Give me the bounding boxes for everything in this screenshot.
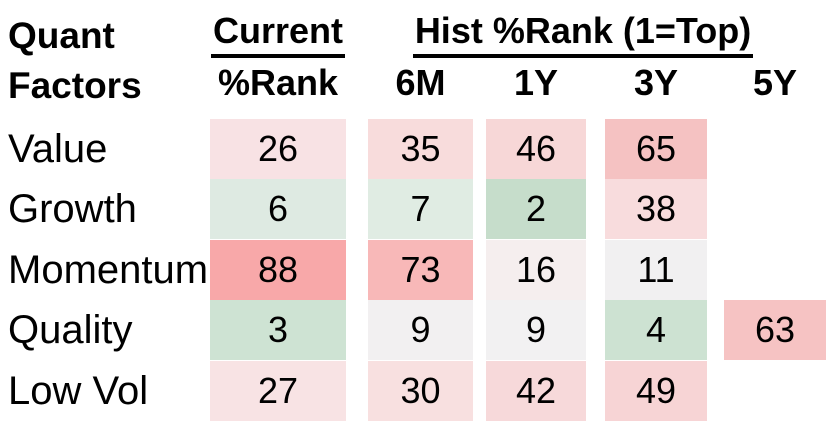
column-header-1y: 1Y xyxy=(513,62,559,103)
heatmap-cell-value-current: 26 xyxy=(210,119,346,179)
heatmap-cell-low-vol-1y: 42 xyxy=(486,361,586,421)
hist-group-label: Hist %Rank (1=Top) xyxy=(412,10,754,58)
heatmap-cell-momentum-6m: 73 xyxy=(368,240,473,300)
column-header-6m: 6M xyxy=(395,62,446,103)
row-header-line1: Quant xyxy=(8,15,115,56)
heatmap-cell-growth-6m: 7 xyxy=(368,179,473,239)
row-label-growth: Growth xyxy=(8,186,137,231)
heatmap-cell-momentum-1y: 16 xyxy=(486,240,586,300)
current-group-label: Current xyxy=(210,10,345,58)
heatmap-cell-quality-current: 3 xyxy=(210,300,346,360)
row-label-low-vol: Low Vol xyxy=(8,368,149,413)
heatmap-cell-quality-6m: 9 xyxy=(368,300,473,360)
row-label-quality: Quality xyxy=(8,307,133,352)
row-label-momentum: Momentum xyxy=(8,247,209,292)
heatmap-cell-growth-3y: 38 xyxy=(605,179,707,239)
current-group-header: Current xyxy=(210,10,346,58)
heatmap-cell-value-6m: 35 xyxy=(368,119,473,179)
row-header-line2: Factors xyxy=(8,65,142,106)
heatmap-cell-momentum-current: 88 xyxy=(210,240,346,300)
column-header-current-rank: %Rank xyxy=(217,62,339,103)
row-label-value: Value xyxy=(8,126,108,171)
heatmap-cell-low-vol-current: 27 xyxy=(210,361,346,421)
heatmap-cell-growth-1y: 2 xyxy=(486,179,586,239)
heatmap-cell-low-vol-6m: 30 xyxy=(368,361,473,421)
heatmap-cell-momentum-3y: 11 xyxy=(605,240,707,300)
heatmap-cell-value-1y: 46 xyxy=(486,119,586,179)
heatmap-cell-quality-3y: 4 xyxy=(605,300,707,360)
heatmap-cell-quality-5y: 63 xyxy=(724,300,826,360)
heatmap-cell-growth-current: 6 xyxy=(210,179,346,239)
column-header-3y: 3Y xyxy=(633,62,679,103)
heatmap-cell-growth-5y xyxy=(724,179,826,239)
column-header-5y: 5Y xyxy=(752,62,798,103)
heatmap-cell-value-5y xyxy=(724,119,826,179)
heatmap-cell-value-3y: 65 xyxy=(605,119,707,179)
heatmap-cell-low-vol-5y xyxy=(724,361,826,421)
hist-group-header: Hist %Rank (1=Top) xyxy=(368,10,798,58)
heatmap-cell-momentum-5y xyxy=(724,240,826,300)
heatmap-cell-quality-1y: 9 xyxy=(486,300,586,360)
heatmap-cell-low-vol-3y: 49 xyxy=(605,361,707,421)
